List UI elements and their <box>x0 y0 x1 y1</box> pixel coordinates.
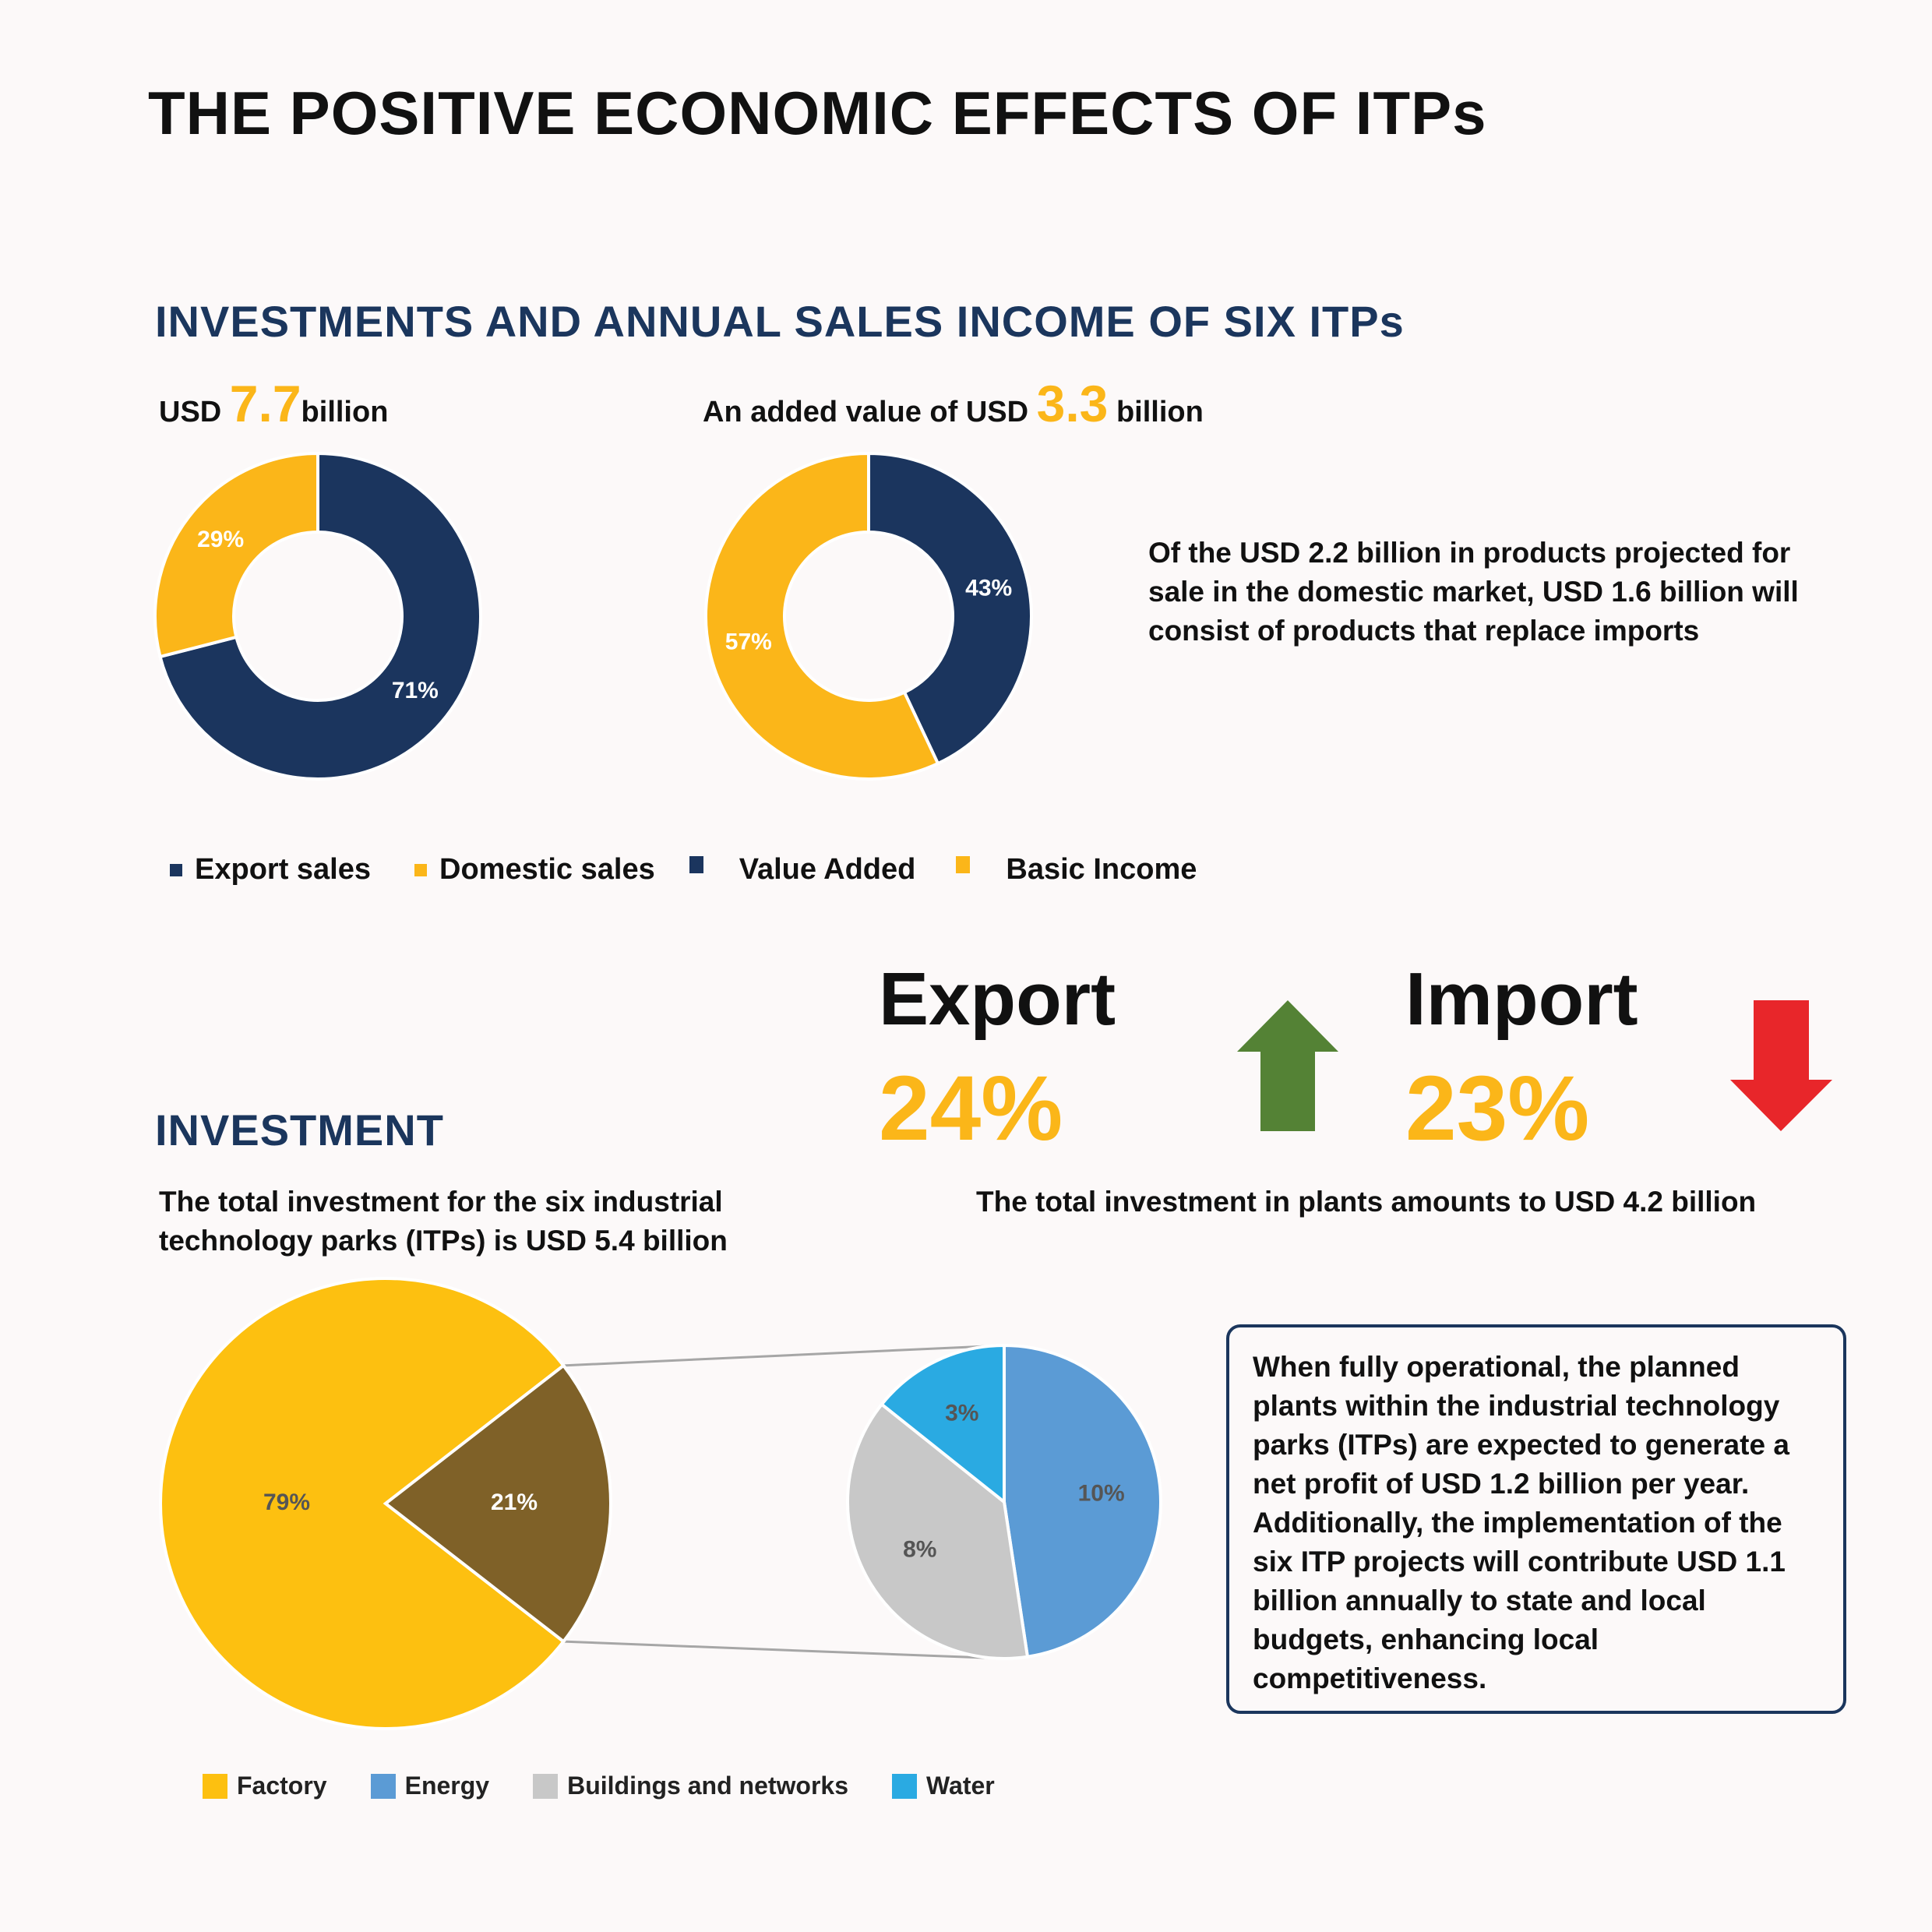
caption-value: 7.7 <box>229 375 301 432</box>
export-label: Export <box>879 957 1116 1041</box>
legend-factory: Factory <box>237 1772 327 1800</box>
caption-suffix: billion <box>301 396 389 428</box>
legend-swatch-domestic <box>414 863 427 876</box>
subpie-label-water: 3% <box>945 1400 978 1426</box>
legend-basic-income: Basic Income <box>1006 853 1197 886</box>
export-value: 24% <box>879 1057 1063 1160</box>
donut1-slice-domestic-sales <box>153 451 319 659</box>
donut1-caption: USD 7.7billion <box>159 374 388 433</box>
legend-swatch-buildings <box>533 1773 559 1799</box>
section-heading-sales: INVESTMENTS AND ANNUAL SALES INCOME OF S… <box>155 297 1405 346</box>
arrow-down-icon <box>1730 1000 1832 1131</box>
legend-buildings: Buildings and networks <box>567 1772 848 1800</box>
subpie-slice-buildings-and-networks <box>846 1401 1030 1660</box>
plants-text: The total investment in plants amounts t… <box>976 1186 1757 1218</box>
arrow-up-icon <box>1237 1000 1338 1131</box>
donut2-label-value-added: 43% <box>965 575 1012 601</box>
legend-swatch-export <box>170 863 182 876</box>
connector-line-top <box>563 1344 1005 1367</box>
legend-energy: Energy <box>404 1772 490 1800</box>
subpie-slice-energy <box>1003 1343 1162 1659</box>
caption-suffix: billion <box>1116 396 1204 428</box>
donut2-label-basic-income: 57% <box>725 629 772 654</box>
subpie-label-buildings-and-networks: 8% <box>903 1536 936 1562</box>
donut1-label-export-sales: 71% <box>392 678 439 703</box>
legend-export-sales: Export sales <box>195 853 371 886</box>
profit-info-box: When fully operational, the planned plan… <box>1226 1324 1846 1714</box>
connector-line-bottom <box>563 1640 1005 1660</box>
donut2-slice-basic-income <box>704 451 940 781</box>
investment-legend: Factory Energy Buildings and networks Wa… <box>203 1772 995 1800</box>
caption-prefix: USD <box>159 396 222 428</box>
subpie-label-energy: 10% <box>1078 1481 1125 1507</box>
legend-value-added: Value Added <box>739 853 916 886</box>
import-label: Import <box>1405 957 1638 1041</box>
donut1-label-domestic-sales: 29% <box>197 527 244 552</box>
pie-slice-other <box>383 1363 612 1644</box>
donut2-slice-value-added <box>867 451 1033 766</box>
subpie-slice-water <box>880 1343 1006 1506</box>
pie-label-other: 21% <box>491 1490 538 1515</box>
donut1-slice-export-sales <box>158 451 482 781</box>
investment-text: The total investment for the six industr… <box>159 1186 728 1257</box>
pie-slice-factory <box>159 1277 566 1730</box>
legend-swatch-basic-income <box>956 855 971 873</box>
caption-value: 3.3 <box>1036 375 1109 432</box>
import-value: 23% <box>1405 1057 1590 1160</box>
legend-swatch-factory <box>203 1773 227 1799</box>
legend-water: Water <box>926 1772 995 1800</box>
sales-legend: Export sales Domestic sales Value Added … <box>170 853 1197 887</box>
legend-swatch-value-added <box>689 855 703 873</box>
section-heading-investment: INVESTMENT <box>155 1105 444 1155</box>
page-title: THE POSITIVE ECONOMIC EFFECTS OF ITPs <box>148 79 1487 147</box>
pie-label-factory: 79% <box>263 1490 310 1515</box>
domestic-note: Of the USD 2.2 billion in products proje… <box>1148 537 1799 647</box>
donut2-caption: An added value of USD 3.3 billion <box>703 374 1204 433</box>
legend-domestic-sales: Domestic sales <box>439 853 655 886</box>
legend-swatch-water <box>892 1773 917 1799</box>
caption-prefix: An added value of USD <box>703 396 1029 428</box>
legend-swatch-energy <box>370 1773 396 1799</box>
